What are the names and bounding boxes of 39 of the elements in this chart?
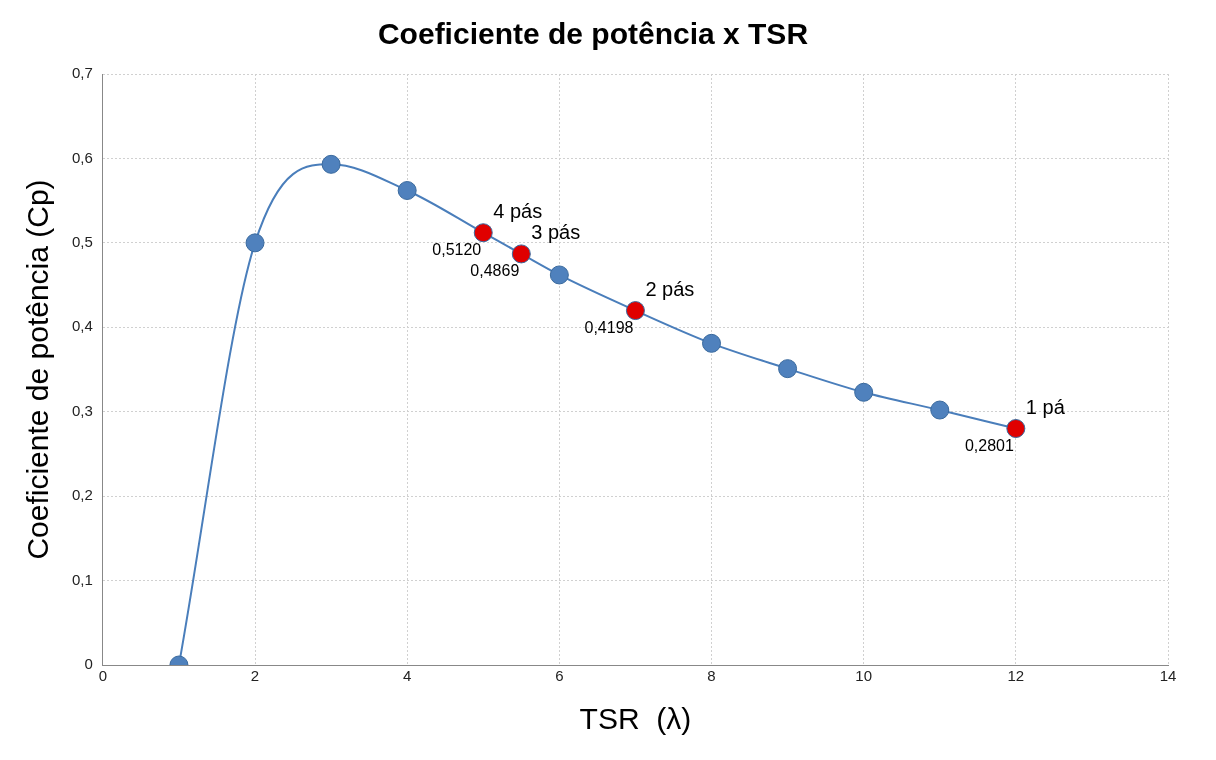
data-label: 0,4869 — [470, 262, 520, 280]
x-tick-label: 14 — [1159, 667, 1177, 685]
point — [397, 181, 417, 201]
x-tick-label: 6 — [555, 667, 564, 685]
point — [549, 265, 569, 285]
y-tick-label: 0,6 — [71, 148, 93, 166]
x-tick-label: 8 — [707, 667, 716, 685]
point — [511, 244, 531, 264]
annotation: 1 pá — [1025, 396, 1066, 419]
point — [854, 382, 874, 402]
annotation: 3 pás — [531, 221, 581, 244]
point — [245, 233, 265, 253]
data-label: 0,4198 — [584, 318, 634, 336]
y-axis-title: Coeficiente de potência (Cp) — [21, 179, 55, 560]
chart-title: Coeficiente de potência x TSR — [377, 17, 809, 51]
y-tick-label: 0,1 — [71, 570, 93, 588]
y-tick-label: 0,2 — [71, 486, 93, 504]
data-label: 0,5120 — [432, 241, 482, 259]
point — [702, 333, 722, 353]
x-tick-label: 2 — [250, 667, 260, 685]
y-tick-label: 0,3 — [71, 401, 93, 419]
annotation: 4 pás — [493, 200, 543, 223]
point — [473, 223, 493, 243]
point — [778, 359, 798, 379]
data-label: 0,2801 — [964, 436, 1014, 454]
point — [1006, 419, 1026, 439]
y-tick-label: 0,7 — [71, 64, 93, 82]
x-tick-label: 10 — [855, 667, 873, 685]
y-tick-label: 0 — [84, 655, 93, 673]
y-tick-label: 0,4 — [71, 317, 93, 335]
x-axis-title: TSR (λ) — [579, 702, 692, 736]
y-tick-label: 0,5 — [71, 233, 93, 250]
annotation: 2 pás — [645, 278, 695, 301]
point — [321, 154, 341, 174]
x-tick-label: 0 — [98, 667, 108, 685]
x-tick-label: 4 — [403, 667, 412, 685]
x-tick-label: 12 — [1007, 667, 1025, 685]
point — [930, 400, 950, 420]
point — [625, 301, 645, 321]
